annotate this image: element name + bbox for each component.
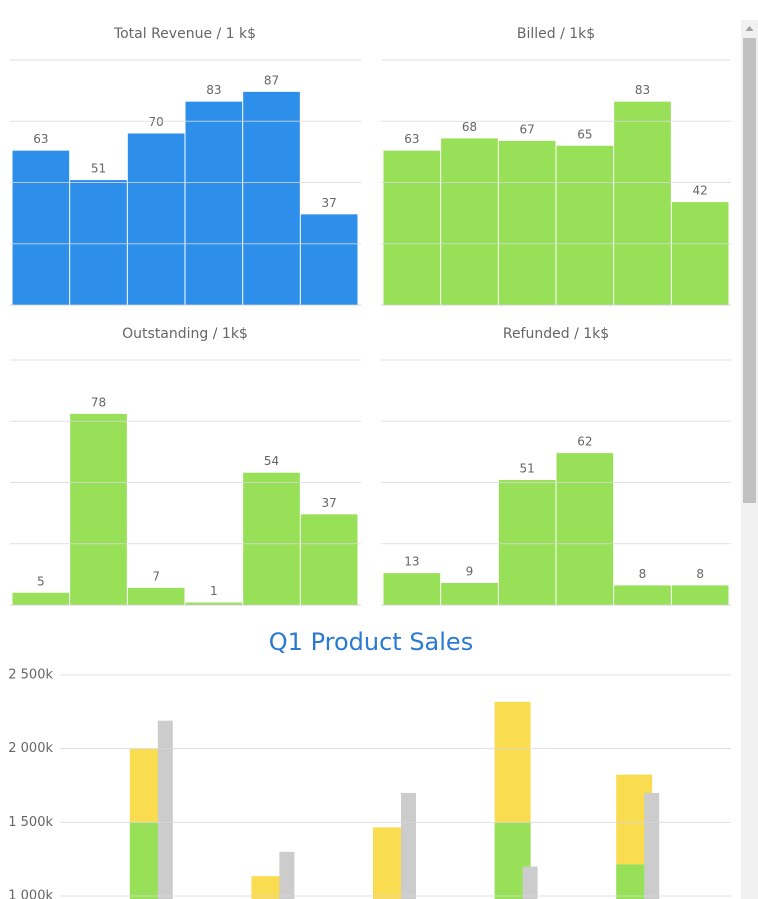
scrollbar-thumb[interactable] bbox=[743, 38, 756, 503]
bar bbox=[300, 214, 358, 305]
bar bbox=[671, 202, 729, 305]
y-tick-label: 1 500k bbox=[8, 815, 53, 830]
bar bbox=[12, 592, 70, 605]
chart-title: Total Revenue / 1 k$ bbox=[113, 26, 256, 42]
bar-segment bbox=[157, 720, 173, 899]
bar bbox=[300, 514, 358, 605]
bar bbox=[441, 138, 498, 305]
bar-segment bbox=[644, 792, 660, 899]
data-label: 65 bbox=[577, 127, 592, 141]
bar bbox=[498, 140, 556, 305]
bar bbox=[70, 413, 127, 605]
data-label: 9 bbox=[466, 564, 474, 578]
bar bbox=[185, 602, 243, 605]
bar bbox=[383, 150, 441, 305]
bar-segment bbox=[279, 851, 295, 899]
data-label: 62 bbox=[577, 435, 592, 449]
data-label: 8 bbox=[639, 567, 647, 581]
bar bbox=[12, 150, 70, 305]
bar bbox=[556, 145, 614, 305]
chart-title: Refunded / 1k$ bbox=[503, 326, 609, 342]
data-label: 1 bbox=[210, 584, 218, 598]
chart-title: Billed / 1k$ bbox=[517, 26, 595, 42]
scroll-up-arrow[interactable] bbox=[745, 26, 754, 31]
data-label: 54 bbox=[264, 454, 279, 468]
bar bbox=[185, 101, 243, 306]
bar bbox=[556, 453, 614, 605]
data-label: 68 bbox=[462, 120, 477, 134]
data-label: 8 bbox=[696, 567, 704, 581]
data-label: 63 bbox=[404, 132, 419, 146]
bar-segment bbox=[522, 866, 538, 899]
data-label: 67 bbox=[520, 122, 535, 136]
bar bbox=[127, 587, 185, 605]
data-label: 78 bbox=[91, 395, 106, 409]
bar-segment bbox=[401, 792, 416, 899]
data-label: 51 bbox=[520, 462, 535, 476]
bar bbox=[498, 480, 556, 605]
data-label: 51 bbox=[91, 162, 106, 176]
y-tick-label: 2 000k bbox=[8, 741, 53, 756]
y-tick-label: 1 000k bbox=[8, 889, 53, 899]
chart-title: Outstanding / 1k$ bbox=[122, 326, 248, 342]
bar bbox=[383, 573, 441, 605]
bar bbox=[243, 91, 300, 305]
data-label: 83 bbox=[635, 83, 650, 97]
bar-segment bbox=[494, 701, 531, 823]
bar-segment bbox=[251, 876, 288, 899]
data-label: 42 bbox=[693, 184, 708, 198]
data-label: 63 bbox=[33, 132, 48, 146]
chart-title: Q1 Product Sales bbox=[269, 628, 473, 656]
bar bbox=[441, 582, 498, 605]
bar bbox=[614, 101, 671, 306]
data-label: 13 bbox=[404, 555, 419, 569]
data-label: 37 bbox=[322, 496, 337, 510]
data-label: 7 bbox=[152, 569, 160, 583]
data-label: 37 bbox=[322, 196, 337, 210]
data-label: 87 bbox=[264, 73, 279, 87]
data-label: 5 bbox=[37, 574, 45, 588]
y-tick-label: 2 500k bbox=[8, 668, 53, 683]
bar bbox=[614, 585, 671, 605]
bar bbox=[70, 180, 127, 305]
data-label: 70 bbox=[149, 115, 164, 129]
bar bbox=[671, 585, 729, 605]
bar bbox=[243, 472, 300, 605]
bar bbox=[127, 133, 185, 305]
data-label: 83 bbox=[206, 83, 221, 97]
